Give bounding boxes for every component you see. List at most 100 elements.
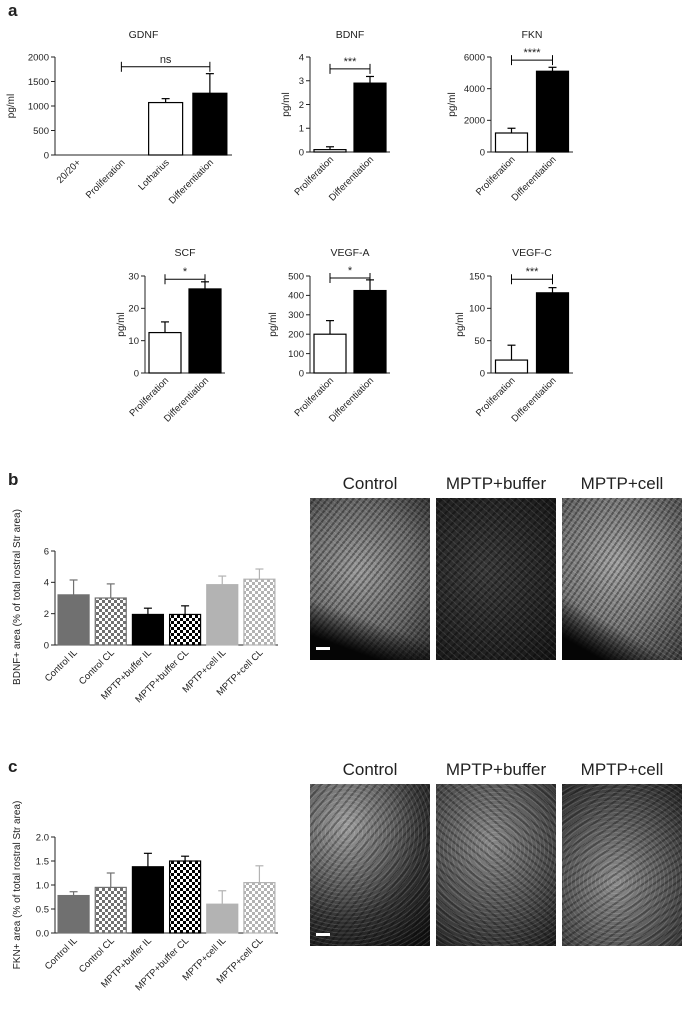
y-tick-label: 1500	[28, 77, 49, 88]
y-axis-label: pg/ml	[268, 312, 279, 336]
micrograph-fkn-control	[310, 784, 430, 946]
y-tick-label: 1000	[28, 101, 49, 112]
micrograph-label-mptp-buffer: MPTP+buffer	[445, 760, 547, 779]
y-tick-label: 500	[33, 126, 49, 137]
y-tick-label: 2.0	[36, 832, 49, 843]
micrograph-fkn-mptp-cell	[562, 784, 682, 946]
chart-fkn: FKN0200040006000pg/mlProliferationDiffer…	[447, 29, 573, 203]
bar-proliferation	[494, 359, 529, 374]
panel-letter-a: a	[8, 1, 18, 20]
micrograph-label-mptp-cell: MPTP+cell	[580, 760, 664, 779]
chart-title: SCF	[175, 247, 196, 259]
y-tick-label: 400	[288, 291, 304, 302]
significance-label: ***	[344, 56, 358, 68]
panel-letter-c: c	[8, 757, 18, 776]
y-tick-label: 3	[299, 76, 304, 87]
bar-differentiation	[192, 92, 228, 156]
bar-mptp-cell-il	[206, 584, 239, 646]
bar-control-il	[57, 894, 90, 934]
scale-bar	[316, 933, 330, 936]
chart-title: GDNF	[129, 29, 159, 41]
y-tick-label: 2000	[28, 52, 49, 63]
bar-differentiation	[188, 288, 222, 374]
y-axis-label: BDNF+ area (% of total rostral Str area)	[12, 509, 23, 685]
panel-letter-b: b	[8, 470, 19, 489]
y-tick-label: 6	[44, 546, 49, 557]
y-tick-label: 300	[288, 310, 304, 321]
x-tick-label: Control IL	[43, 935, 80, 972]
y-tick-label: 0	[299, 147, 304, 158]
significance-label: ***	[526, 266, 540, 278]
y-tick-label: 4	[299, 52, 304, 63]
chart-bdnf: BDNF01234pg/mlProliferationDifferentiati…	[281, 29, 390, 203]
chart-gdnf: GDNF 0 500 1000 1500 2000 pg/ml 20/20+ Prolifera…	[6, 29, 232, 206]
bar-proliferation	[313, 149, 347, 153]
x-tick-label: Proliferation	[84, 157, 128, 201]
chart-title: BDNF	[336, 29, 365, 41]
bar-lotharius	[148, 101, 184, 156]
x-tick-label: Lotharius	[136, 157, 172, 193]
x-tick-label: Control CL	[77, 935, 117, 975]
y-tick-label: 2	[299, 100, 304, 111]
y-axis-label: pg/ml	[455, 312, 466, 336]
y-tick-label: 2	[44, 609, 49, 620]
x-tick-label: 20/20+	[55, 157, 84, 186]
y-tick-label: 150	[469, 271, 485, 282]
x-tick-label: Proliferation	[292, 375, 336, 419]
significance-label: *	[348, 265, 353, 277]
micrograph-label-control: Control	[342, 474, 398, 493]
x-tick-label: Proliferation	[292, 154, 336, 198]
y-tick-label: 10	[128, 336, 139, 347]
significance-label: *	[183, 266, 188, 278]
y-tick-label: 0	[134, 368, 139, 379]
y-tick-label: 100	[288, 349, 304, 360]
bar-mptp-buffer-il	[131, 866, 165, 934]
x-tick-label: Control IL	[43, 647, 80, 684]
chart-vegfa: VEGF-A 0 100 200 300 400 500 pg/ml Proliferation…	[268, 247, 390, 424]
chart-bdnf_area: 0 2 4 6 BDNF+ area (% of total rostral Str a…	[12, 509, 278, 705]
micrograph-label-mptp-cell: MPTP+cell	[580, 474, 664, 493]
bar-differentiation	[353, 289, 387, 374]
y-tick-label: 1	[299, 124, 304, 135]
scale-bar	[316, 647, 330, 650]
chart-title: VEGF-C	[512, 247, 552, 259]
y-axis-label: pg/ml	[447, 92, 458, 116]
y-tick-label: 0	[299, 368, 304, 379]
bar-proliferation	[148, 331, 182, 374]
bar-mptp-buffer-cl	[168, 613, 202, 646]
y-tick-label: 0	[480, 368, 485, 379]
chart-title: FKN	[522, 29, 543, 41]
bar-differentiation	[535, 292, 570, 374]
micrograph-row-bdnf: Control MPTP+buffer MPTP+cell	[310, 474, 685, 664]
y-axis-label: pg/ml	[281, 92, 292, 116]
bar-control-cl	[94, 597, 127, 646]
bar-differentiation	[535, 70, 570, 153]
y-tick-label: 20	[128, 304, 139, 315]
y-axis-label: pg/ml	[116, 312, 127, 336]
x-tick-label: Proliferation	[474, 154, 518, 198]
micrograph-label-mptp-buffer: MPTP+buffer	[445, 474, 547, 493]
bar-control-il	[57, 594, 90, 646]
y-tick-label: 1.0	[36, 880, 49, 891]
bar-mptp-buffer-cl	[168, 860, 202, 934]
x-tick-label: Control CL	[77, 647, 117, 687]
x-tick-label: Proliferation	[127, 375, 171, 419]
bar-mptp-cell-cl	[243, 881, 276, 934]
x-tick-label: Proliferation	[474, 375, 518, 419]
chart-vegfc: VEGF-C050100150pg/mlProliferationDiffere…	[455, 247, 573, 424]
x-tick-label: Differentiation	[167, 157, 216, 206]
y-tick-label: 500	[288, 271, 304, 282]
y-axis-label: pg/ml	[6, 94, 17, 118]
y-tick-label: 6000	[464, 52, 485, 63]
y-tick-label: 2000	[464, 116, 485, 127]
y-tick-label: 0	[44, 640, 49, 651]
micrograph-row-fkn: Control MPTP+buffer MPTP+cell	[310, 760, 685, 950]
y-tick-label: 4	[44, 578, 49, 589]
micrograph-bdnf-mptp-buffer	[436, 498, 556, 660]
y-tick-label: 0	[44, 150, 49, 161]
significance-label: ns	[160, 54, 172, 66]
bar-proliferation	[494, 132, 529, 153]
bar-control-cl	[94, 886, 127, 934]
bar-proliferation	[313, 333, 347, 374]
